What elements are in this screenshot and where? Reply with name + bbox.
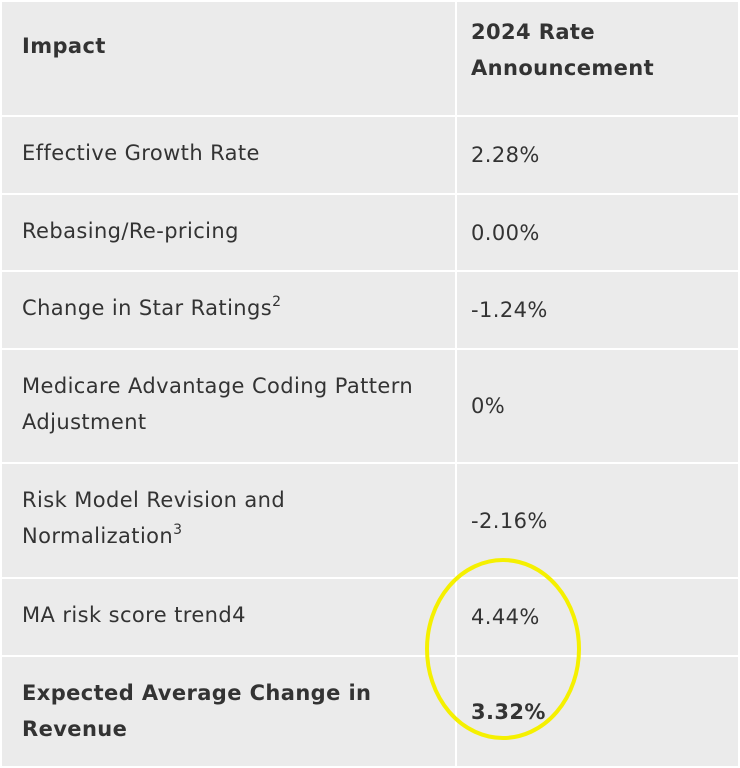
header-row: Impact 2024 Rate Announcement	[0, 0, 740, 117]
impact-text: MA risk score trend4	[22, 603, 246, 627]
impact-cell: Risk Model Revision and Normalization3	[0, 462, 457, 579]
impact-text: Medicare Advantage Coding Pattern Adjust…	[22, 374, 414, 434]
table-row: Change in Star Ratings2 -1.24%	[0, 270, 740, 350]
impact-cell: Expected Average Change in Revenue	[0, 655, 457, 768]
table-row: Rebasing/Re-pricing 0.00%	[0, 193, 740, 272]
table-row: Expected Average Change in Revenue 3.32%	[0, 655, 740, 768]
header-cell: 2024 Rate Announcement	[455, 0, 740, 117]
impact-cell: Rebasing/Re-pricing	[0, 193, 457, 272]
value-cell: 0.00%	[455, 193, 740, 272]
table-row: Medicare Advantage Coding Pattern Adjust…	[0, 348, 740, 464]
table-row: Effective Growth Rate 2.28%	[0, 115, 740, 195]
impact-text: Risk Model Revision and Normalization	[22, 488, 286, 548]
value-cell: 2.28%	[455, 115, 740, 195]
header-cell: Impact	[0, 0, 457, 117]
table-row: MA risk score trend4 4.44%	[0, 577, 740, 657]
impact-cell: Medicare Advantage Coding Pattern Adjust…	[0, 348, 457, 464]
value-cell: -1.24%	[455, 270, 740, 350]
value-cell: 3.32%	[455, 655, 740, 768]
impact-text: Rebasing/Re-pricing	[22, 219, 239, 243]
impact-text: Change in Star Ratings	[22, 296, 273, 320]
impact-text: Expected Average Change in Revenue	[22, 681, 372, 741]
impact-cell: Effective Growth Rate	[0, 115, 457, 195]
value-cell: 4.44%	[455, 577, 740, 657]
impact-cell: MA risk score trend4	[0, 577, 457, 657]
table-row: Risk Model Revision and Normalization3 -2…	[0, 462, 740, 579]
impact-cell: Change in Star Ratings2	[0, 270, 457, 350]
value-cell: -2.16%	[455, 462, 740, 579]
impact-text: Effective Growth Rate	[22, 141, 260, 165]
footnote-marker: 2	[272, 294, 282, 310]
footnote-marker: 3	[173, 522, 183, 538]
value-cell: 0%	[455, 348, 740, 464]
